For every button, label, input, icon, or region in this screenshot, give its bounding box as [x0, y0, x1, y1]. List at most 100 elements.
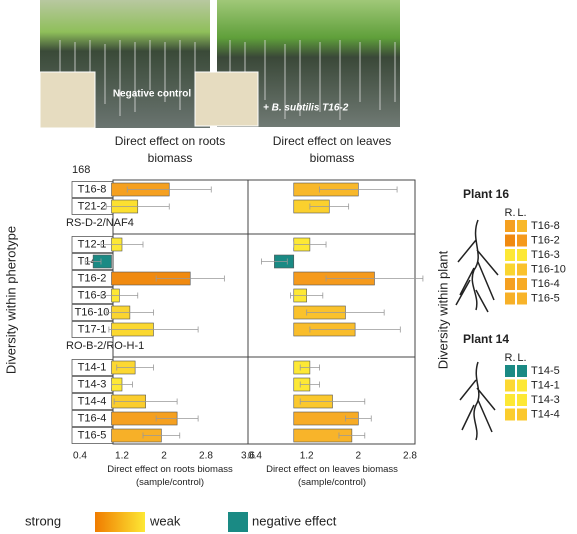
- effect-square: [505, 379, 515, 392]
- error-bar: [105, 309, 154, 316]
- plant-row-label: T16-10: [531, 263, 566, 275]
- effect-square: [517, 365, 527, 377]
- effect-square: [517, 249, 527, 261]
- column-label: R.: [505, 352, 516, 364]
- group-label: 168: [72, 164, 90, 176]
- x-tick-label: 2: [161, 451, 167, 462]
- photo-label: + B. subtilis T16-2: [263, 103, 349, 114]
- group-label: RO-B-2/RO-H-1: [66, 340, 144, 352]
- plant-title: Plant 16: [463, 187, 509, 201]
- chart-title: Direct effect on leaves biomass: [272, 134, 392, 165]
- effect-square: [517, 394, 527, 406]
- error-bar: [306, 309, 385, 316]
- plant-row-label: T16-2: [531, 234, 560, 246]
- error-bar: [111, 381, 133, 388]
- error-bar: [325, 275, 424, 282]
- x-tick-label: 1.2: [115, 451, 129, 462]
- category-label: T21-2: [78, 200, 107, 212]
- plant-row-label: T14-3: [531, 394, 560, 406]
- category-label: T16-2: [78, 272, 107, 284]
- effect-square: [505, 249, 515, 261]
- error-bar: [155, 415, 199, 422]
- error-bar: [345, 415, 372, 422]
- effect-square: [517, 234, 527, 247]
- effect-square: [517, 408, 527, 421]
- x-tick-label: 0.4: [248, 451, 262, 462]
- error-bar: [126, 186, 212, 193]
- error-bar: [100, 292, 139, 299]
- category-label: T16-8: [78, 183, 107, 195]
- category-label: T16-3: [78, 289, 107, 301]
- error-bar: [309, 203, 350, 210]
- category-label: T14-3: [78, 378, 107, 390]
- legend-label: negative effect: [252, 513, 337, 528]
- plot-frame: [247, 179, 416, 445]
- root-icon: [455, 219, 499, 441]
- plant-row-label: T14-5: [531, 365, 560, 377]
- effect-square: [505, 278, 515, 290]
- error-bar: [113, 398, 178, 405]
- category-label: T16-10: [75, 306, 110, 318]
- chart-title: Direct effect on roots biomass: [114, 134, 226, 165]
- plant-title: Plant 14: [463, 332, 509, 346]
- group-label: RS-D-2/NAF4: [66, 217, 134, 229]
- effect-square: [505, 234, 515, 247]
- category-label: T12-1: [78, 238, 107, 250]
- x-tick-label: 1.2: [300, 451, 314, 462]
- error-bar: [293, 241, 327, 248]
- photo-label: Negative control: [113, 89, 192, 100]
- error-bar: [100, 241, 144, 248]
- x-axis-label: Direct effect on leaves biomass (sample/…: [266, 464, 398, 488]
- category-label: T14-1: [78, 361, 107, 373]
- effect-square: [505, 408, 515, 421]
- error-bar: [299, 381, 320, 388]
- photo-left: [39, 0, 210, 129]
- x-axis-label: Direct effect on roots biomass (sample/c…: [107, 464, 233, 488]
- legend-gradient: [95, 512, 145, 532]
- legend-label: weak: [149, 513, 181, 528]
- effect-square: [505, 220, 515, 232]
- category-label: T17-1: [78, 323, 107, 335]
- x-tick-label: 3.6: [241, 451, 255, 462]
- error-bar: [108, 326, 199, 333]
- x-tick-label: 0.4: [73, 451, 87, 462]
- category-label: T16-5: [78, 429, 107, 441]
- y-axis-label: Diversity within pherotype: [3, 226, 18, 374]
- effect-square: [517, 292, 527, 305]
- error-bar: [309, 326, 401, 333]
- effect-square: [517, 220, 527, 232]
- error-bar: [319, 186, 398, 193]
- plant-row-label: T16-3: [531, 249, 560, 261]
- error-bar: [142, 432, 181, 439]
- error-bar: [84, 258, 102, 265]
- column-label: L.: [517, 207, 526, 219]
- effect-square: [517, 263, 527, 276]
- error-bar: [261, 258, 288, 265]
- photo-right: [194, 0, 400, 127]
- error-bar: [299, 398, 366, 405]
- error-bar: [290, 292, 324, 299]
- legend-label: strong: [25, 513, 61, 528]
- error-bar: [338, 432, 366, 439]
- plant-row-label: T16-8: [531, 220, 560, 232]
- x-tick-label: 2: [356, 451, 362, 462]
- category-label: T16-4: [78, 412, 107, 424]
- error-bar: [105, 203, 170, 210]
- plant-axis-label: Diversity within plant: [435, 250, 450, 369]
- effect-square: [505, 365, 515, 377]
- column-label: R.: [505, 207, 516, 219]
- plant-row-label: T16-4: [531, 278, 560, 290]
- x-tick-label: 2.8: [403, 451, 417, 462]
- effect-square: [505, 292, 515, 305]
- effect-square: [505, 394, 515, 406]
- plant-row-label: T14-1: [531, 379, 560, 391]
- legend-swatch: [228, 512, 248, 532]
- effect-square: [505, 263, 515, 276]
- effect-square: [517, 379, 527, 392]
- error-bar: [299, 364, 320, 371]
- plant-row-label: T16-5: [531, 292, 560, 304]
- column-label: L.: [517, 352, 526, 364]
- error-bar: [116, 364, 154, 371]
